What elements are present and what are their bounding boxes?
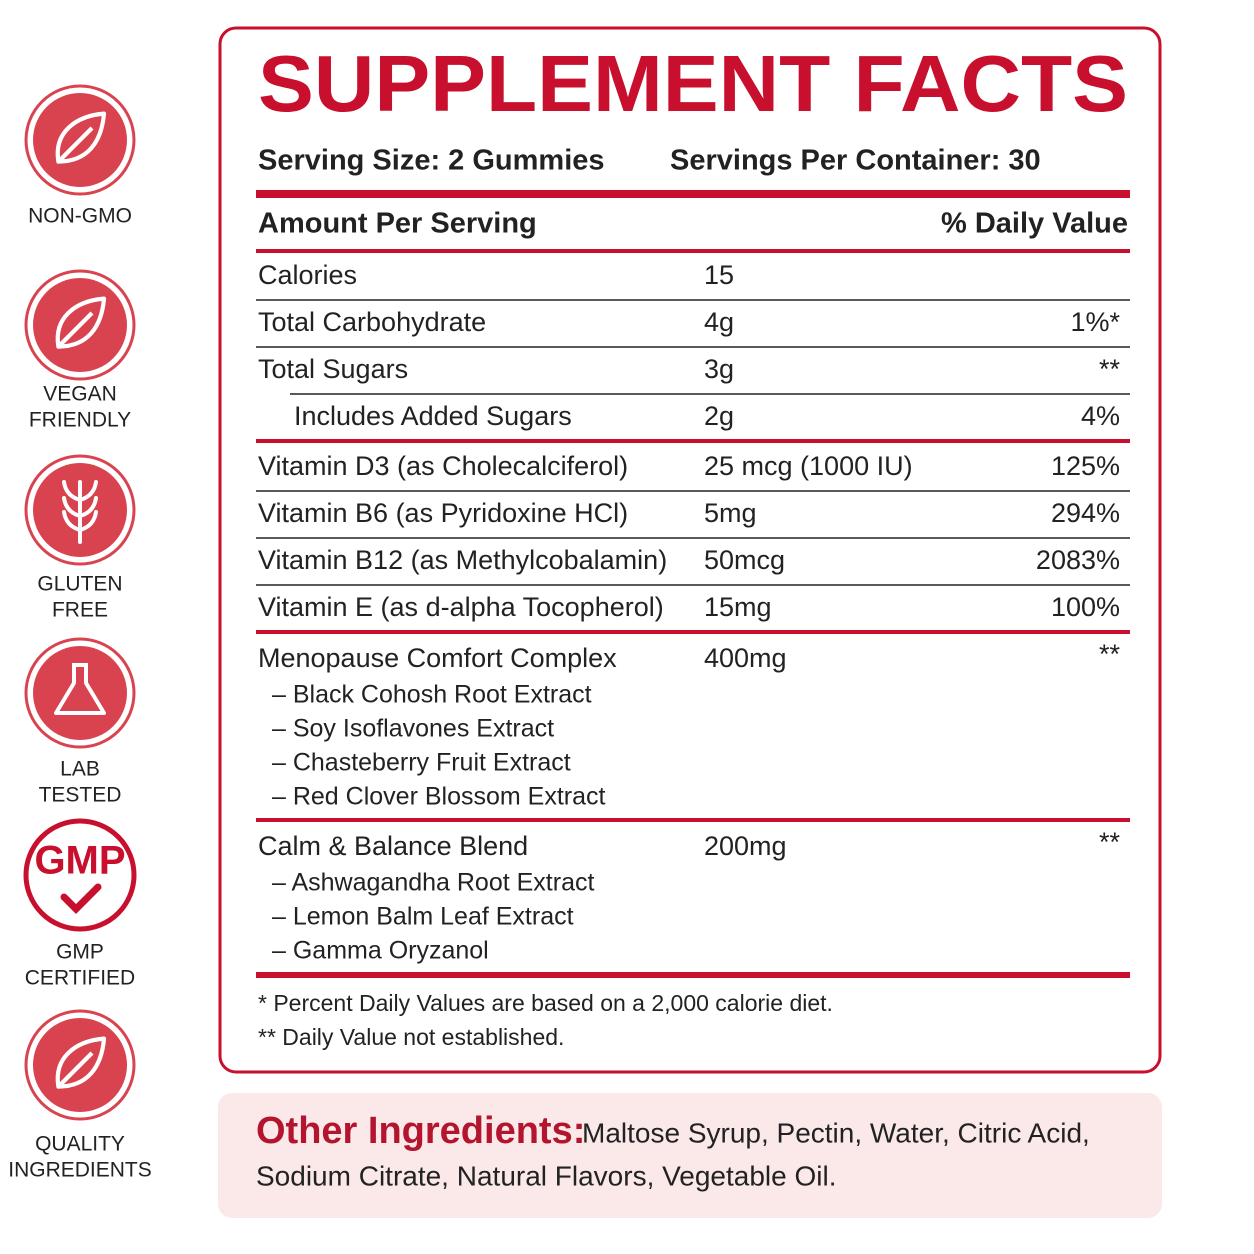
blend-ingredient: – Chasteberry Fruit Extract bbox=[272, 749, 571, 777]
nutrient-name: Calories bbox=[258, 260, 357, 290]
nutrient-name: Includes Added Sugars bbox=[294, 401, 572, 431]
other-ingredients-text: Sodium Citrate, Natural Flavors, Vegetab… bbox=[256, 1160, 836, 1191]
nutrient-amount: 4g bbox=[704, 307, 734, 337]
nutrient-amount: 2g bbox=[704, 401, 734, 431]
ingredients-box bbox=[218, 1093, 1162, 1218]
nutrient-amount: 15 bbox=[704, 260, 734, 290]
daily-value: ** bbox=[1099, 639, 1121, 669]
nutrient-amount: 3g bbox=[704, 354, 734, 384]
footnote: ** Daily Value not established. bbox=[258, 1024, 564, 1050]
badge-ring bbox=[23, 818, 137, 932]
blend-ingredient: – Black Cohosh Root Extract bbox=[272, 681, 592, 709]
leaf-icon bbox=[55, 296, 107, 349]
section-rule bbox=[256, 630, 1130, 634]
footnote: * Percent Daily Values are based on a 2,… bbox=[258, 990, 833, 1016]
check-icon bbox=[60, 883, 102, 914]
daily-value: 294% bbox=[1051, 498, 1120, 528]
badge-label: GLUTEN bbox=[37, 573, 122, 596]
badge-label: FREE bbox=[52, 599, 108, 622]
nutrient-amount: 15mg bbox=[704, 592, 772, 622]
other-ingredients-label: Other Ingredients: bbox=[256, 1110, 585, 1152]
badge-label: NON-GMO bbox=[28, 205, 132, 228]
section-rule bbox=[256, 439, 1130, 443]
blend-ingredient: – Soy Isoflavones Extract bbox=[272, 715, 554, 743]
badge-label: LAB bbox=[60, 758, 100, 781]
badge-disc bbox=[33, 646, 127, 740]
badge-label: TESTED bbox=[39, 784, 122, 807]
daily-value: 1%* bbox=[1070, 307, 1120, 337]
header-amount: Amount Per Serving bbox=[258, 208, 537, 240]
serving-size: Serving Size: 2 Gummies bbox=[258, 145, 605, 177]
header-dv: % Daily Value bbox=[941, 208, 1128, 240]
nutrient-name: Vitamin E (as d-alpha Tocopherol) bbox=[258, 592, 664, 622]
badge-label: GMP bbox=[56, 941, 104, 964]
nutrient-name: Menopause Comfort Complex bbox=[258, 643, 617, 673]
daily-value: 4% bbox=[1081, 401, 1120, 431]
badge-label: FRIENDLY bbox=[29, 409, 131, 432]
daily-value: ** bbox=[1099, 827, 1121, 857]
daily-value: ** bbox=[1099, 354, 1121, 384]
leaf-icon bbox=[55, 111, 107, 164]
badge-label: INGREDIENTS bbox=[8, 1159, 152, 1182]
badge-icon-text: GMP bbox=[34, 839, 125, 883]
nutrient-name: Calm & Balance Blend bbox=[258, 831, 528, 861]
title: SUPPLEMENT FACTS bbox=[258, 39, 1128, 128]
blend-ingredient: – Red Clover Blossom Extract bbox=[272, 783, 606, 811]
daily-value: 100% bbox=[1051, 592, 1120, 622]
nutrient-name: Total Sugars bbox=[258, 354, 408, 384]
section-rule bbox=[256, 972, 1130, 978]
nutrient-amount: 25 mcg (1000 IU) bbox=[704, 451, 913, 481]
leaf-icon bbox=[55, 1036, 107, 1089]
nutrient-name: Vitamin B12 (as Methylcobalamin) bbox=[258, 545, 667, 575]
rule bbox=[256, 190, 1130, 198]
blend-ingredient: – Lemon Balm Leaf Extract bbox=[272, 903, 574, 931]
nutrient-amount: 5mg bbox=[704, 498, 757, 528]
badge-label: CERTIFIED bbox=[25, 967, 135, 990]
badge-label: VEGAN bbox=[43, 383, 117, 406]
nutrient-name: Vitamin B6 (as Pyridoxine HCl) bbox=[258, 498, 628, 528]
daily-value: 2083% bbox=[1036, 545, 1120, 575]
rule bbox=[256, 249, 1130, 253]
badge-label: QUALITY bbox=[35, 1133, 125, 1156]
nutrient-amount: 50mcg bbox=[704, 545, 785, 575]
wheat-icon bbox=[62, 480, 98, 544]
blend-ingredient: – Ashwagandha Root Extract bbox=[272, 869, 594, 897]
other-ingredients-text: Maltose Syrup, Pectin, Water, Citric Aci… bbox=[582, 1117, 1090, 1148]
nutrient-amount: 400mg bbox=[704, 643, 787, 673]
blend-ingredient: – Gamma Oryzanol bbox=[272, 937, 489, 965]
nutrient-name: Total Carbohydrate bbox=[258, 307, 486, 337]
section-rule bbox=[256, 818, 1130, 822]
facts-panel bbox=[218, 26, 1162, 1074]
servings-per-container: Servings Per Container: 30 bbox=[670, 145, 1041, 177]
nutrient-amount: 200mg bbox=[704, 831, 787, 861]
nutrient-name: Vitamin D3 (as Cholecalciferol) bbox=[258, 451, 628, 481]
daily-value: 125% bbox=[1051, 451, 1120, 481]
flask-icon bbox=[54, 663, 106, 715]
